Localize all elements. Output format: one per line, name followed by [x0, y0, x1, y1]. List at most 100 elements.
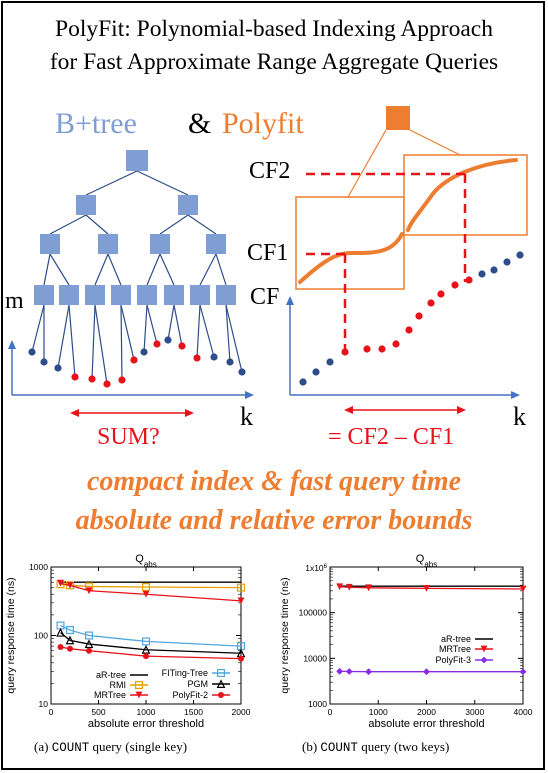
right-y-axis-arrow-icon [286, 296, 294, 305]
polyfit-data-point [326, 358, 334, 366]
polyfit-data-point [516, 251, 524, 259]
leaf-edge [91, 304, 96, 380]
tagline-line-2: absolute and relative error bounds [75, 505, 473, 536]
chart-point [216, 679, 226, 688]
heading-btree: B+tree [55, 107, 137, 140]
y-tick-label: 1000 [29, 562, 48, 572]
root-connector-right [409, 129, 461, 156]
chart-point [57, 579, 64, 587]
tree-node [34, 285, 54, 305]
left-query-label: SUM? [97, 424, 160, 450]
polyfit-data-point [465, 276, 473, 284]
tree-data-point [226, 358, 234, 366]
right-query-label: = CF2 – CF1 [328, 424, 455, 450]
right-axis-y-label: CF [250, 284, 280, 310]
polyfit-diagram [286, 106, 528, 414]
tree-edge [94, 253, 109, 286]
caption-b-suffix: query (two keys) [357, 739, 450, 754]
chart-point [519, 668, 527, 676]
caption-b-mono: COUNT [320, 741, 358, 755]
leaf-edge [173, 304, 183, 347]
leaf-edge [57, 304, 70, 369]
leaf-edge [143, 304, 148, 353]
polyfit-data-point [451, 281, 459, 289]
tree-edge [159, 253, 175, 286]
chart-point [365, 584, 372, 592]
y-axis-label: query response time (ns) [5, 577, 17, 693]
legend-label: aR-tree [441, 634, 471, 644]
polyfit-data-point [478, 270, 486, 278]
tree-node [206, 234, 226, 254]
polyfit-data-point [392, 340, 400, 348]
legend-label: MRTree [94, 690, 126, 700]
polyfit-data-point [299, 378, 307, 386]
x-axis-label: absolute error threshold [368, 718, 484, 730]
chart-point [84, 631, 93, 640]
leaf-edge [94, 304, 108, 385]
chart-point [423, 584, 430, 592]
heading-polyfit: Polyfit [222, 107, 304, 140]
tree-node [178, 195, 198, 215]
x-axis-label: absolute error threshold [88, 718, 204, 730]
polynomial-curve-1 [298, 232, 404, 284]
right-axis-x-label: k [513, 402, 526, 431]
caption-a-prefix: (a) [34, 739, 52, 754]
tree-edges [31, 170, 243, 385]
tree-edge [136, 170, 189, 196]
leaf-edge [196, 304, 201, 359]
x-tick-label: 3000 [465, 707, 484, 717]
chart-title: Qabs [416, 553, 437, 569]
left-x-axis-arrow-icon [245, 391, 254, 399]
x-tick-label: 2000 [417, 707, 436, 717]
tree-edge [215, 253, 227, 286]
leaf-edge [146, 304, 158, 345]
polyfit-root-node [386, 106, 410, 130]
tree-edge [43, 253, 51, 286]
left-y-axis-arrow-icon [8, 340, 16, 349]
y-tick-label: 1000 [308, 699, 327, 709]
polyfit-data-point [437, 290, 445, 298]
leaf-edge [120, 304, 123, 381]
cf2-label: CF2 [249, 158, 291, 184]
title-line-1: PolyFit: Polynomial-based Indexing Appro… [55, 16, 493, 42]
legend-label: aR-tree [96, 670, 126, 680]
leaf-edge [225, 304, 243, 373]
legend-label: PGM [187, 679, 208, 689]
tree-edge [187, 214, 217, 235]
leaf-edge [120, 304, 135, 361]
polyfit-data-point [405, 326, 413, 334]
btree-diagram [8, 150, 254, 417]
leaf-edge [68, 304, 76, 378]
polyfit-data-point [312, 368, 320, 376]
chart-point [480, 656, 488, 664]
tree-edge [85, 170, 138, 196]
legend-label: PolyFit-2 [172, 690, 208, 700]
chart-point [56, 627, 65, 637]
tree-node [190, 285, 210, 305]
leaf-edge [225, 304, 231, 363]
polyfit-data-point [415, 312, 423, 320]
chart-point [142, 637, 151, 646]
tree-data-point [193, 354, 201, 362]
caption-b: (b) COUNT query (two keys) [302, 739, 449, 755]
y-multiplier-label: 1x106 [305, 563, 327, 573]
chart-point [86, 647, 92, 654]
tree-data-point [140, 348, 148, 356]
y-tick-label: 100 [34, 631, 48, 641]
tree-data-point [210, 353, 218, 361]
tree-node [164, 285, 184, 305]
chart-point [135, 691, 143, 699]
polyfit-data-point [341, 348, 349, 356]
caption-a-mono: COUNT [51, 741, 90, 755]
root-connector-left [347, 129, 387, 198]
chart-point [480, 645, 488, 653]
leaf-edge [31, 304, 45, 353]
tree-data-point [118, 376, 126, 384]
chart-point [237, 583, 246, 592]
chart-point [217, 668, 226, 677]
left-range-arrow-head-right-icon [185, 409, 194, 417]
left-range-arrow-head-left-icon [70, 409, 79, 417]
y-tick-label: 10 [39, 699, 49, 709]
